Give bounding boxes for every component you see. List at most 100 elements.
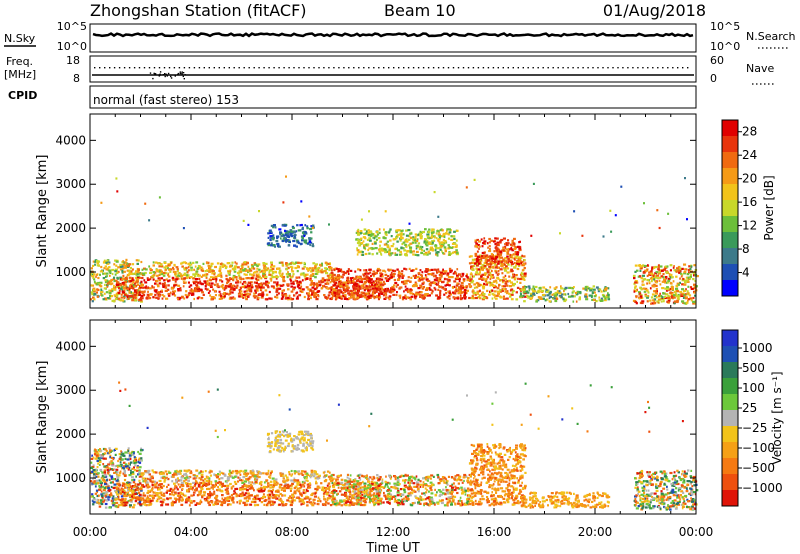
heatmap-cell <box>115 292 119 296</box>
heatmap-cell <box>665 277 668 280</box>
heatmap-cell <box>592 285 595 288</box>
heatmap-cell <box>161 282 165 285</box>
heatmap-cell <box>681 300 684 303</box>
heatmap-cell <box>163 295 166 298</box>
heatmap-cell <box>121 271 124 274</box>
heatmap-cell <box>682 277 685 281</box>
heatmap-cell <box>225 285 228 288</box>
heatmap-cell <box>278 284 281 287</box>
heatmap-cell <box>457 292 460 295</box>
heatmap-cell <box>431 249 435 252</box>
heatmap-cell <box>675 285 679 288</box>
heatmap-cell <box>595 286 599 289</box>
heatmap-cell <box>209 290 211 293</box>
heatmap-cell <box>470 279 472 282</box>
heatmap-cell <box>352 281 355 285</box>
heatmap-cell <box>293 234 297 237</box>
nave-dot <box>487 67 490 69</box>
heatmap-cell <box>306 292 308 295</box>
heatmap-cell <box>642 271 646 274</box>
heatmap-cell <box>368 285 372 288</box>
heatmap-cell <box>665 293 669 296</box>
heatmap-cell <box>317 270 320 274</box>
heatmap-cell <box>90 291 94 294</box>
heatmap-cell <box>123 270 126 273</box>
nave-dot <box>537 67 539 69</box>
nave-dot <box>163 67 166 69</box>
heatmap-cell <box>377 285 381 288</box>
heatmap-cell <box>600 290 603 293</box>
heatmap-cell <box>672 266 675 269</box>
heatmap-cell <box>503 285 506 288</box>
heatmap-cell <box>341 275 343 278</box>
heatmap-cell <box>674 291 677 295</box>
heatmap-cell <box>563 288 567 291</box>
heatmap-cell <box>270 230 273 233</box>
heatmap-cell <box>506 255 509 258</box>
heatmap-cell <box>350 291 354 294</box>
heatmap-cell <box>140 300 143 303</box>
heatmap-cell <box>239 281 242 284</box>
heatmap-cell <box>354 270 357 273</box>
heatmap-cell <box>347 292 350 295</box>
heatmap-cell <box>161 297 164 300</box>
heatmap-cell <box>267 281 270 284</box>
heatmap-cell <box>192 491 196 494</box>
heatmap-cell <box>96 260 99 263</box>
heatmap-cell <box>242 269 246 272</box>
heatmap-cell <box>129 266 132 270</box>
heatmap-cell <box>383 282 386 285</box>
heatmap-cell <box>160 272 163 275</box>
heatmap-cell <box>364 501 367 504</box>
heatmap-cell <box>367 231 371 234</box>
heatmap-cell <box>96 501 99 504</box>
heatmap-cell <box>358 233 360 236</box>
heatmap-cell <box>120 453 123 456</box>
heatmap-cell <box>391 286 394 289</box>
heatmap-cell <box>593 295 597 298</box>
heatmap-cell <box>595 300 598 303</box>
nave-dot <box>174 75 176 77</box>
heatmap-cell <box>518 258 522 261</box>
heatmap-cell <box>656 300 660 303</box>
heatmap-cell <box>282 275 286 279</box>
heatmap-cell <box>140 447 142 450</box>
heatmap-cell <box>92 296 95 299</box>
heatmap-cell <box>141 268 144 271</box>
nave-dot <box>567 67 569 69</box>
heatmap-cell <box>93 298 96 301</box>
heatmap-cell <box>272 285 275 288</box>
heatmap-cell <box>90 480 93 483</box>
heatmap-cell <box>305 267 309 270</box>
heatmap-cell <box>384 270 387 273</box>
heatmap-cell <box>98 488 102 491</box>
heatmap-cell <box>167 275 171 278</box>
heatmap-cell <box>561 296 563 299</box>
heatmap-cell <box>265 269 269 272</box>
heatmap-cell <box>276 237 279 240</box>
heatmap-cell <box>124 497 127 500</box>
heatmap-cell <box>570 295 574 298</box>
heatmap-cell <box>448 246 451 249</box>
heatmap-cell <box>494 294 497 297</box>
nave-dot <box>149 72 152 74</box>
heatmap-cell <box>245 298 248 301</box>
heatmap-cell <box>354 285 358 288</box>
nsky-line <box>92 32 694 38</box>
heatmap-cell <box>459 297 463 300</box>
heatmap-cell <box>454 270 457 273</box>
heatmap-cell <box>427 230 430 234</box>
heatmap-cell <box>158 483 161 486</box>
heatmap-cell <box>497 270 500 273</box>
heatmap-cell <box>101 471 104 474</box>
heatmap-cell <box>262 493 265 496</box>
heatmap-cell <box>161 293 164 297</box>
date-title: 01/Aug/2018 <box>603 1 706 20</box>
heatmap-cell <box>111 299 115 303</box>
heatmap-cell <box>293 286 296 289</box>
heatmap-cell <box>350 293 353 296</box>
heatmap-cell <box>359 269 362 272</box>
heatmap-cell <box>489 283 492 286</box>
heatmap-cell <box>514 251 517 254</box>
heatmap-cell <box>476 290 480 293</box>
